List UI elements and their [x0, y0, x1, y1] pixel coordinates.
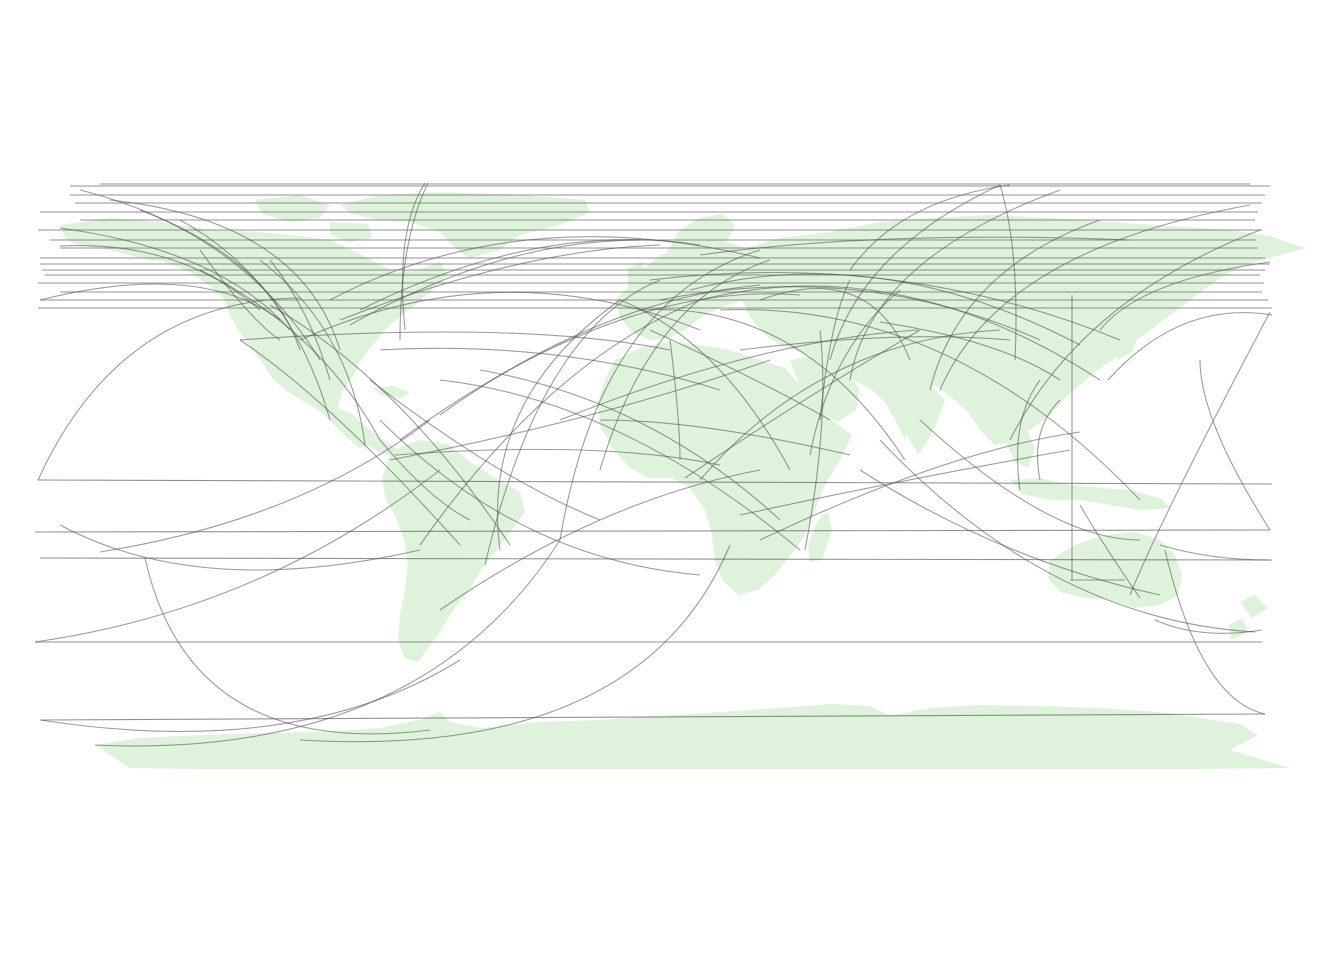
route-line — [439, 379, 801, 551]
route-line — [401, 182, 426, 331]
route-line — [439, 469, 761, 611]
route-line — [1199, 359, 1271, 531]
route-line — [329, 236, 761, 301]
route-line — [59, 227, 291, 331]
route-line — [879, 439, 1256, 633]
route-line — [369, 379, 601, 521]
route-line — [829, 184, 1001, 361]
route-line — [639, 308, 906, 461]
route-line — [1016, 379, 1041, 491]
route-line — [39, 659, 461, 732]
route-line — [39, 557, 1273, 561]
route-line — [559, 249, 761, 541]
route-line — [1107, 312, 1273, 381]
route-line — [659, 286, 1041, 341]
route-line — [37, 479, 1273, 485]
route-line — [259, 259, 366, 446]
route-line — [919, 419, 1141, 541]
route-line — [389, 359, 771, 461]
route-line — [849, 184, 1011, 271]
route-line — [269, 304, 511, 546]
greenland — [340, 192, 590, 258]
route-line — [339, 244, 661, 321]
madagascar — [808, 512, 832, 562]
route-line — [804, 329, 824, 551]
route-line — [59, 524, 421, 571]
route-line — [699, 236, 1131, 256]
route-line — [759, 288, 911, 361]
route-line — [179, 219, 331, 421]
south-america — [382, 440, 525, 662]
route-line — [94, 539, 561, 747]
route-line — [1099, 261, 1271, 331]
route-line — [419, 299, 701, 546]
route-line — [349, 239, 641, 326]
route-line — [719, 308, 1141, 501]
antarctica — [95, 704, 1290, 769]
route-line — [739, 449, 1071, 516]
route-line — [809, 289, 901, 456]
route-line — [299, 544, 731, 743]
route-line — [879, 321, 1061, 381]
africa — [598, 342, 852, 595]
route-line — [479, 369, 781, 521]
route-line — [929, 219, 1101, 391]
route-line — [699, 285, 1101, 381]
central-america — [338, 408, 395, 456]
route-line — [379, 419, 701, 576]
route-line — [59, 244, 261, 311]
route-line — [144, 557, 431, 735]
route-line — [399, 182, 429, 341]
route-line — [669, 339, 681, 461]
route-line — [999, 184, 1017, 361]
new-zealand — [1228, 595, 1268, 640]
route-line — [684, 329, 921, 479]
route-line — [649, 329, 831, 421]
route-line — [39, 283, 281, 321]
route-line — [379, 439, 471, 521]
route-line — [939, 204, 1251, 391]
route-line — [1159, 544, 1271, 561]
route-line — [1037, 399, 1061, 481]
route-line — [849, 189, 1061, 381]
route-line — [1079, 504, 1141, 599]
scandinavia — [665, 214, 735, 268]
route-line — [759, 431, 1081, 541]
route-layer — [34, 182, 1273, 747]
route-line — [599, 259, 771, 471]
route-line — [34, 469, 441, 643]
route-line — [239, 331, 671, 351]
route-line — [559, 329, 919, 421]
route-line — [1009, 229, 1261, 441]
japan — [1112, 312, 1140, 360]
route-line — [269, 259, 331, 381]
route-line — [79, 189, 321, 361]
route-line — [199, 269, 381, 441]
route-line — [41, 713, 1266, 721]
route-line — [1129, 311, 1271, 596]
route-line — [1164, 549, 1266, 715]
route-line — [394, 448, 721, 466]
route-line — [239, 339, 461, 546]
indonesia — [1010, 478, 1170, 510]
route-line — [649, 271, 1121, 341]
route-line — [199, 249, 281, 341]
route-line — [699, 329, 1001, 481]
route-line — [34, 529, 1271, 533]
route-line — [299, 291, 701, 341]
route-line — [484, 279, 661, 566]
route-line — [109, 199, 341, 351]
route-line — [599, 419, 851, 456]
route-line — [739, 336, 1011, 351]
route-line — [99, 419, 431, 553]
india — [880, 378, 945, 455]
route-line — [399, 293, 801, 441]
